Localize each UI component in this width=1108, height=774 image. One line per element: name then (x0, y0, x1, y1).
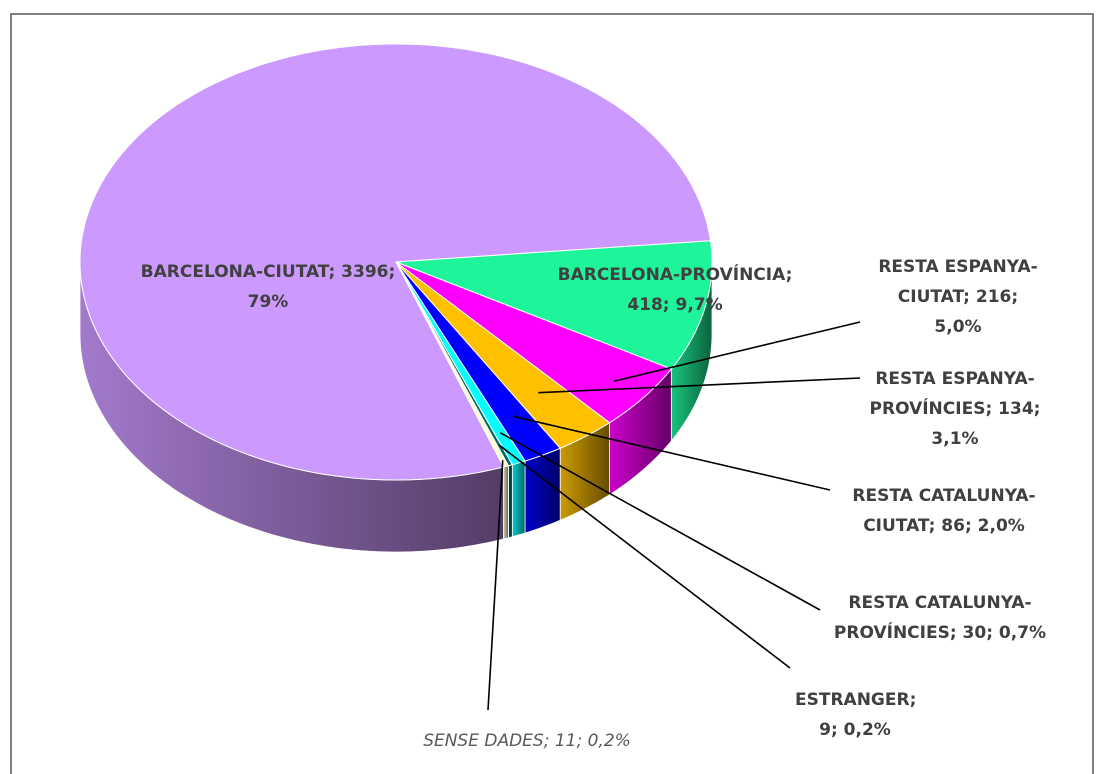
slice-side (524, 447, 561, 534)
leader-line (513, 415, 831, 491)
slice-side (511, 460, 526, 538)
leader-line (538, 377, 861, 394)
slice-side (503, 465, 509, 540)
leader-line (613, 321, 861, 383)
data-label: BARCELONA-PROVÍNCIA; 418; 9,7% (557, 265, 793, 315)
leader-line (498, 444, 791, 669)
leader-line (499, 432, 821, 611)
slice (395, 261, 673, 424)
data-label: RESTA CATALUNYA-CIUTAT; 86; 2,0% (852, 486, 1036, 536)
data-label: ESTRANGER; 9; 0,2% (795, 690, 917, 740)
data-label: RESTA CATALUNYA-PROVÍNCIES; 30; 0,7% (833, 593, 1047, 643)
slice (395, 261, 611, 449)
data-label: RESTA ESPANYA-PROVÍNCIES; 134; 3,1% (869, 369, 1041, 449)
slice (395, 261, 562, 462)
slice-side (508, 464, 513, 539)
slice (395, 240, 713, 370)
data-label: SENSE DADES; 11; 0,2% (423, 731, 631, 751)
data-label: BARCELONA-CIUTAT; 3396; 79% (140, 262, 396, 312)
leader-line (487, 460, 504, 711)
data-label: RESTA ESPANYA-CIUTAT; 216; 5,0% (878, 257, 1038, 337)
slice (395, 261, 510, 468)
slice (79, 43, 712, 481)
